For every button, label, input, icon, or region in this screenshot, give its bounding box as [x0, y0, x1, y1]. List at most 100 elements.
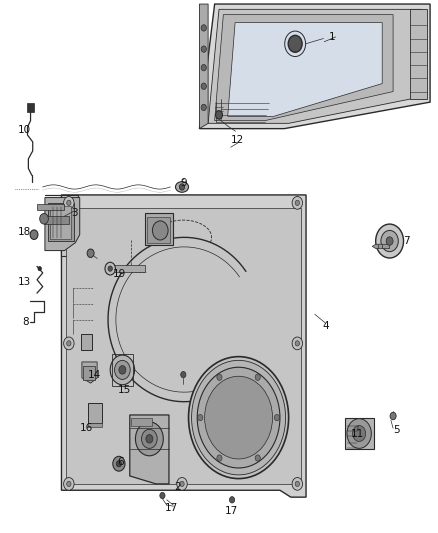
Circle shape	[188, 357, 289, 479]
Text: 6: 6	[117, 457, 124, 466]
Polygon shape	[345, 418, 374, 449]
Bar	[113, 354, 133, 386]
Polygon shape	[372, 244, 390, 248]
Circle shape	[119, 366, 126, 374]
Circle shape	[64, 197, 74, 209]
Text: 11: 11	[351, 429, 364, 439]
Circle shape	[38, 266, 42, 271]
Bar	[48, 203, 74, 241]
Text: 3: 3	[71, 208, 78, 219]
Circle shape	[30, 230, 38, 239]
Circle shape	[64, 478, 74, 490]
Circle shape	[87, 249, 94, 257]
Text: 15: 15	[117, 384, 131, 394]
Text: 10: 10	[18, 125, 31, 135]
Circle shape	[110, 355, 134, 385]
Text: 18: 18	[18, 227, 31, 237]
Polygon shape	[45, 195, 78, 256]
Polygon shape	[208, 10, 421, 123]
Polygon shape	[199, 4, 430, 128]
Text: 19: 19	[113, 269, 127, 279]
Text: 8: 8	[22, 317, 28, 327]
Circle shape	[201, 25, 206, 31]
Text: 14: 14	[88, 370, 101, 380]
Circle shape	[292, 197, 303, 209]
Bar	[131, 418, 152, 425]
Circle shape	[230, 497, 235, 503]
Polygon shape	[130, 415, 169, 484]
Text: 5: 5	[393, 425, 400, 435]
Circle shape	[135, 422, 163, 456]
Text: 13: 13	[18, 277, 31, 287]
Circle shape	[288, 35, 302, 52]
Circle shape	[113, 456, 125, 471]
Polygon shape	[82, 362, 97, 383]
Ellipse shape	[176, 182, 188, 192]
Polygon shape	[88, 423, 102, 426]
Circle shape	[177, 478, 187, 490]
Circle shape	[205, 376, 272, 459]
Circle shape	[105, 262, 116, 275]
Circle shape	[381, 230, 398, 252]
Bar	[83, 366, 95, 381]
Circle shape	[152, 221, 168, 240]
Bar	[410, 10, 427, 100]
Circle shape	[191, 360, 286, 475]
Circle shape	[201, 104, 206, 111]
Circle shape	[40, 214, 48, 224]
Polygon shape	[228, 22, 382, 116]
Circle shape	[201, 83, 206, 90]
Bar	[147, 217, 170, 243]
Text: 9: 9	[181, 177, 187, 188]
Circle shape	[180, 184, 185, 190]
Circle shape	[146, 434, 153, 443]
Circle shape	[217, 374, 222, 381]
Circle shape	[67, 481, 71, 487]
Bar	[110, 265, 145, 272]
Circle shape	[295, 200, 300, 206]
Polygon shape	[45, 198, 80, 251]
Circle shape	[141, 429, 157, 448]
Text: 12: 12	[231, 135, 244, 146]
Polygon shape	[37, 205, 64, 210]
Polygon shape	[215, 14, 393, 120]
Bar	[66, 208, 301, 484]
Circle shape	[197, 367, 280, 468]
Circle shape	[217, 455, 222, 461]
Circle shape	[108, 266, 113, 271]
Circle shape	[160, 492, 165, 499]
Bar	[145, 214, 173, 245]
Circle shape	[116, 461, 121, 467]
Text: 2: 2	[174, 481, 181, 491]
Text: 17: 17	[225, 506, 238, 516]
Circle shape	[274, 415, 279, 421]
Bar	[88, 403, 102, 423]
Text: 7: 7	[403, 236, 410, 246]
Circle shape	[255, 374, 260, 381]
Circle shape	[67, 341, 71, 346]
Bar	[81, 334, 92, 350]
Circle shape	[115, 360, 130, 379]
Circle shape	[64, 337, 74, 350]
Circle shape	[295, 341, 300, 346]
Circle shape	[180, 481, 184, 487]
Text: 17: 17	[165, 503, 178, 513]
Circle shape	[201, 64, 206, 71]
Circle shape	[376, 224, 403, 258]
Bar	[50, 206, 71, 239]
Circle shape	[295, 481, 300, 487]
Text: 4: 4	[322, 321, 329, 331]
Circle shape	[386, 237, 393, 245]
Polygon shape	[61, 195, 306, 497]
Circle shape	[67, 200, 71, 206]
Circle shape	[201, 46, 206, 52]
Circle shape	[292, 337, 303, 350]
Circle shape	[198, 415, 203, 421]
Circle shape	[353, 425, 366, 441]
Circle shape	[390, 413, 396, 419]
Bar	[27, 103, 35, 112]
Text: 1: 1	[329, 32, 336, 42]
Polygon shape	[44, 216, 69, 224]
Circle shape	[255, 455, 260, 461]
Circle shape	[181, 372, 186, 378]
